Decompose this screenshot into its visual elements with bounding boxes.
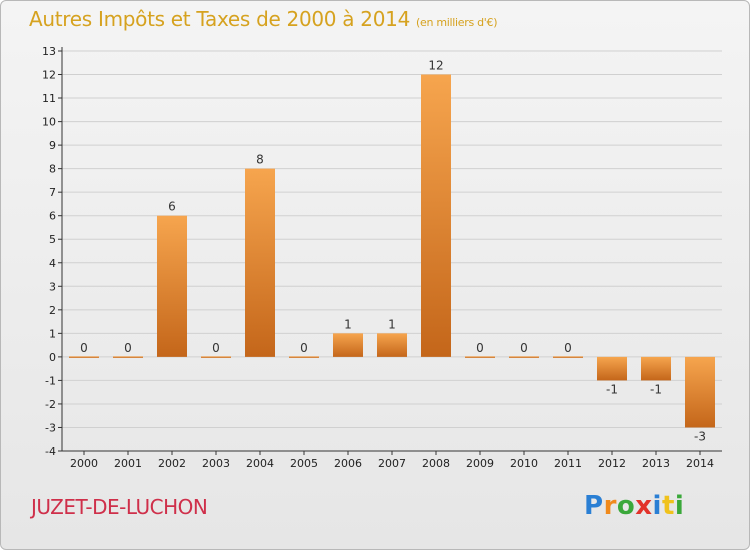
x-tick-label: 2006	[334, 457, 362, 470]
y-tick-label: -1	[45, 374, 56, 387]
data-label: 0	[124, 341, 132, 355]
y-tick-label: -3	[45, 421, 56, 434]
data-label: 0	[300, 341, 308, 355]
data-label: -1	[606, 382, 618, 396]
proxiti-logo[interactable]: Proxiti	[584, 491, 684, 521]
data-label: 0	[80, 341, 88, 355]
logo-letter: P	[584, 491, 604, 521]
x-tick-label: 2003	[202, 457, 230, 470]
bar	[157, 215, 187, 357]
logo-letter: t	[661, 491, 675, 521]
bar	[245, 168, 275, 357]
data-label: 12	[428, 59, 443, 73]
x-tick-label: 2007	[378, 457, 406, 470]
chart-title-text: Autres Impôts et Taxes de 2000 à 2014	[29, 7, 410, 31]
chart-subtitle: (en milliers d'€)	[416, 16, 498, 29]
y-tick-label: 4	[49, 257, 56, 270]
bar	[113, 356, 143, 358]
y-tick-label: -2	[45, 398, 56, 411]
y-tick-label: 10	[42, 116, 56, 129]
logo-letter: o	[616, 491, 636, 521]
y-tick-label: 8	[49, 163, 56, 176]
bar	[333, 333, 363, 357]
commune-name: JUZET-DE-LUCHON	[31, 495, 208, 519]
data-label: 0	[520, 341, 528, 355]
bar	[685, 356, 715, 428]
logo-letter: x	[635, 491, 653, 521]
chart-title: Autres Impôts et Taxes de 2000 à 2014 (en…	[29, 7, 497, 31]
x-tick-label: 2008	[422, 457, 450, 470]
bar	[201, 356, 231, 358]
y-tick-label: 2	[49, 304, 56, 317]
x-tick-label: 2009	[466, 457, 494, 470]
bar	[421, 74, 451, 357]
bar	[69, 356, 99, 358]
bar	[509, 356, 539, 358]
y-tick-label: 3	[49, 280, 56, 293]
bar	[553, 356, 583, 358]
x-tick-label: 2010	[510, 457, 538, 470]
x-tick-label: 2012	[598, 457, 626, 470]
bar	[289, 356, 319, 358]
logo-letter: i	[652, 491, 662, 521]
x-tick-label: 2000	[70, 457, 98, 470]
logo-letter: r	[603, 491, 617, 521]
y-tick-label: 7	[49, 186, 56, 199]
x-tick-label: 2014	[686, 457, 714, 470]
x-tick-label: 2005	[290, 457, 318, 470]
y-tick-label: 0	[49, 351, 56, 364]
bar	[377, 333, 407, 357]
data-label: 0	[212, 341, 220, 355]
data-label: 0	[476, 341, 484, 355]
data-label: -3	[694, 429, 706, 443]
bar	[597, 356, 627, 381]
y-tick-label: 6	[49, 210, 56, 223]
x-tick-label: 2011	[554, 457, 582, 470]
y-tick-label: 9	[49, 139, 56, 152]
y-tick-label: 11	[42, 92, 56, 105]
bar	[465, 356, 495, 358]
y-tick-label: 13	[42, 45, 56, 58]
bar	[641, 356, 671, 381]
data-label: -1	[650, 382, 662, 396]
data-label: 1	[388, 317, 396, 331]
data-label: 6	[168, 200, 176, 214]
x-tick-label: 2001	[114, 457, 142, 470]
x-tick-label: 2002	[158, 457, 186, 470]
logo-letter: i	[674, 491, 685, 521]
x-tick-label: 2004	[246, 457, 274, 470]
x-tick-label: 2013	[642, 457, 670, 470]
data-label: 1	[344, 317, 352, 331]
data-label: 0	[564, 341, 572, 355]
y-tick-label: 12	[42, 69, 56, 82]
data-label: 8	[256, 153, 264, 167]
y-tick-label: -4	[45, 445, 56, 458]
y-tick-label: 5	[49, 233, 56, 246]
y-tick-label: 1	[49, 327, 56, 340]
